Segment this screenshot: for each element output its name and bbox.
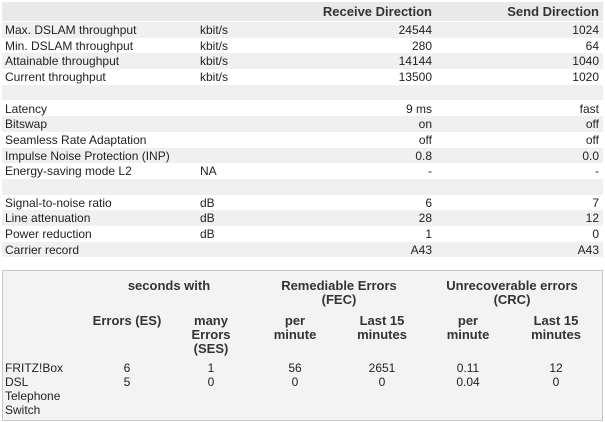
table-row: [2, 163, 603, 179]
receive-value: 0.8: [415, 148, 432, 163]
unit: dB: [200, 227, 215, 242]
send-value: off: [585, 117, 599, 132]
header-row: [2, 2, 603, 21]
receive-value: 280: [411, 38, 432, 53]
row-label: Signal-to-noise ratio: [5, 195, 112, 210]
row-label: Power reduction: [5, 227, 92, 242]
receive-value: 28: [418, 211, 432, 226]
receive-value: off: [418, 132, 432, 147]
send-value: 1020: [572, 70, 599, 85]
error-table-frame: [2, 270, 603, 421]
spacer-row: [2, 84, 603, 101]
table-row: [2, 37, 603, 54]
error-value: 0: [291, 375, 299, 389]
unit: kbit/s: [200, 38, 229, 53]
receive-value: 13500: [398, 70, 432, 85]
group-header: seconds with: [127, 278, 211, 293]
table-row: [2, 22, 603, 38]
unit: dB: [200, 211, 215, 226]
send-value: 7: [592, 195, 599, 210]
unit: kbit/s: [200, 23, 229, 37]
receive-value: 1: [425, 227, 432, 242]
error-value: 0: [552, 375, 560, 389]
column-header: per minute: [273, 313, 317, 342]
row-label: Latency: [5, 101, 48, 116]
row-label: Current throughput: [5, 70, 106, 85]
error-value: 12: [549, 361, 563, 375]
row-label: Bitswap: [5, 117, 48, 132]
send-value: 1024: [572, 23, 599, 37]
error-value: 0: [378, 375, 386, 389]
error-value: 0: [207, 375, 215, 389]
group-header: Unrecoverable errors (CRC): [446, 278, 578, 307]
send-value: 0.0: [582, 148, 599, 163]
unit: dB: [200, 195, 215, 210]
receive-value: 6: [425, 195, 432, 210]
table-row: [2, 147, 603, 164]
column-header: Errors (ES): [92, 313, 162, 328]
table-row: [2, 210, 603, 227]
table-row: [2, 194, 603, 211]
row-label: Energy-saving mode L2: [5, 164, 132, 179]
row-label: Max. DSLAM throughput: [5, 23, 137, 37]
column-header: Last 15 minutes: [357, 313, 407, 342]
row-label: FRITZ!Box: [5, 361, 64, 375]
send-value: fast: [579, 101, 599, 116]
send-value: 0: [592, 227, 599, 242]
unit: kbit/s: [200, 70, 229, 85]
table-row: [2, 116, 603, 132]
row-label: Seamless Rate Adaptation: [5, 132, 147, 147]
error-value: 0.11: [456, 361, 480, 375]
column-header: Last 15 minutes: [531, 313, 581, 342]
column-header: per minute: [446, 313, 490, 342]
row-label: Carrier record: [5, 242, 80, 257]
row-label: Line attenuation: [5, 211, 91, 226]
send-value: 12: [585, 211, 599, 226]
error-value: 56: [288, 361, 302, 375]
group-header: Remediable Errors (FEC): [281, 278, 397, 307]
error-value: 5: [123, 375, 131, 389]
receive-value: A43: [410, 242, 432, 257]
row-label: Min. DSLAM throughput: [5, 38, 134, 53]
spacer-row: [2, 179, 603, 195]
table-row: [2, 226, 603, 242]
table-row: [2, 100, 603, 117]
table-row: [2, 241, 603, 258]
table-row: [2, 53, 603, 70]
error-value: 6: [123, 361, 131, 375]
error-value: 2651: [368, 361, 396, 375]
send-value: off: [585, 132, 599, 147]
send-value: -: [595, 164, 599, 179]
column-header: Send Direction: [507, 4, 599, 19]
row-label: DSL Telephone Switch: [5, 375, 61, 417]
row-label: Attainable throughput: [5, 54, 120, 69]
error-value: 0.04: [456, 375, 480, 389]
receive-value: 24544: [398, 23, 432, 37]
unit: NA: [200, 164, 217, 179]
send-value: 64: [585, 38, 599, 53]
unit: kbit/s: [200, 54, 229, 69]
send-value: 1040: [572, 54, 599, 69]
error-value: 1: [207, 361, 215, 375]
table-row: [2, 69, 603, 85]
receive-value: 9 ms: [405, 101, 432, 116]
receive-value: 14144: [398, 54, 432, 69]
receive-value: on: [418, 117, 432, 132]
column-header: Receive Direction: [322, 4, 432, 19]
send-value: A43: [577, 242, 599, 257]
row-label: Impulse Noise Protection (INP): [5, 148, 170, 163]
table-row: [2, 131, 603, 148]
receive-value: -: [428, 164, 432, 179]
column-header: many Errors (SES): [191, 313, 231, 356]
